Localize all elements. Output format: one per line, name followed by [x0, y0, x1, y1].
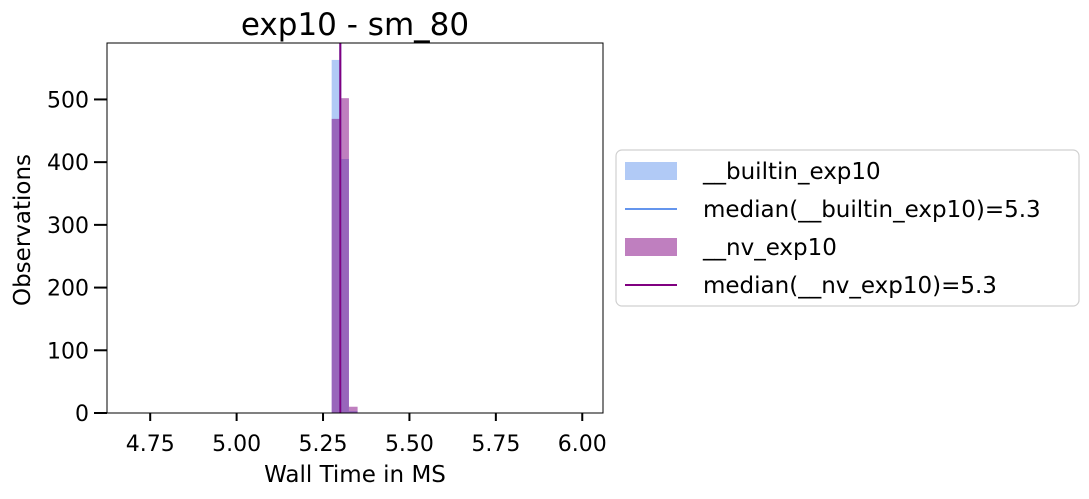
- legend-label: median(__builtin_exp10)=5.3: [703, 197, 1041, 223]
- y-tick-label: 400: [47, 151, 89, 176]
- y-axis-label: Observations: [10, 154, 36, 306]
- legend-swatch: [625, 162, 677, 180]
- x-axis-label: Wall Time in MS: [264, 462, 446, 488]
- histogram-bar: [348, 406, 358, 413]
- y-tick-label: 300: [47, 214, 89, 239]
- x-tick-label: 5.00: [212, 432, 261, 457]
- x-tick-label: 5.50: [385, 432, 434, 457]
- legend-swatch: [625, 238, 677, 256]
- plot-area: 4.75 5.00 5.25 5.50 5.75 6.00 0 100 200 300 400 500: [47, 42, 607, 457]
- x-tick-label: 4.75: [126, 432, 175, 457]
- legend-frame: [615, 149, 1080, 307]
- x-tick-label: 6.00: [558, 432, 607, 457]
- y-tick-label: 200: [47, 277, 89, 302]
- chart-title: exp10 - sm_80: [241, 7, 469, 43]
- legend-label: __builtin_exp10: [702, 159, 881, 185]
- y-tick-label: 500: [47, 88, 89, 113]
- histogram-bar: [340, 98, 349, 414]
- histogram-bar: [331, 118, 341, 414]
- legend-label: median(__nv_exp10)=5.3: [703, 273, 997, 299]
- x-tick-label: 5.25: [299, 432, 348, 457]
- legend: __builtin_exp10 median(__builtin_exp10)=5…: [615, 149, 1080, 307]
- x-tick-label: 5.75: [471, 432, 520, 457]
- plot-frame: [106, 42, 604, 414]
- legend-label: __nv_exp10: [702, 235, 837, 261]
- y-tick-label: 0: [75, 402, 89, 427]
- y-tick-label: 100: [47, 339, 89, 364]
